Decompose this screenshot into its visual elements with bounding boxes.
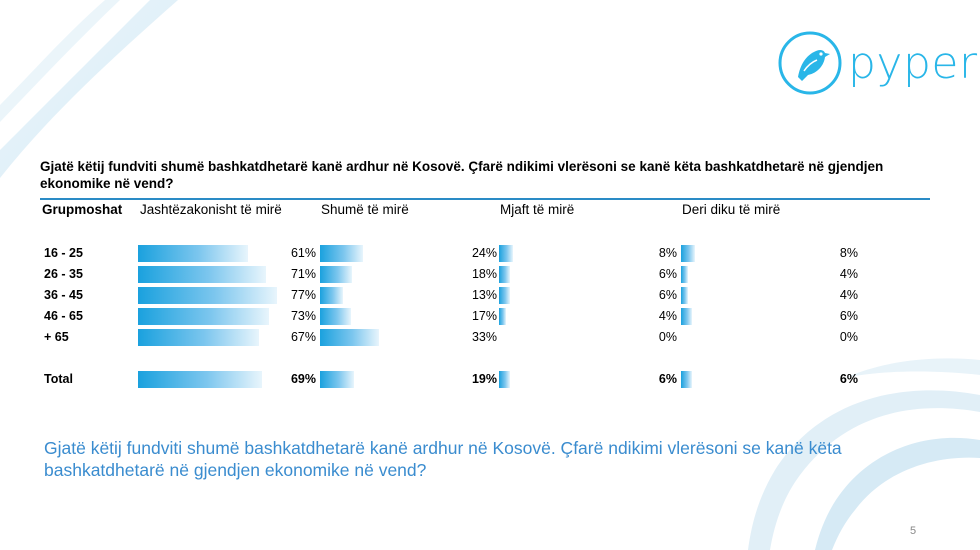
bar-group-1-series-1 <box>138 245 248 262</box>
data-label-group-1-series-3: 8% <box>658 246 677 260</box>
data-label-group-5-series-1: 67% <box>290 330 316 344</box>
data-label-group-1-series-4: 8% <box>839 246 858 260</box>
row-label-total: Total <box>44 372 73 386</box>
bar-group-1-series-2 <box>320 245 364 262</box>
data-label-group-4-series-3: 4% <box>658 309 677 323</box>
page-number: 5 <box>910 525 917 537</box>
group-header: Grupmoshat <box>42 202 123 217</box>
data-label-total-series-1: 69% <box>290 372 316 386</box>
bar-group-1-series-3 <box>499 245 514 262</box>
bar-total-series-4 <box>681 371 692 388</box>
data-label-group-5-series-3: 0% <box>658 330 677 344</box>
data-label-group-3-series-1: 77% <box>290 288 316 302</box>
bar-group-5-series-1 <box>138 329 259 346</box>
row-label-group-1: 16 - 25 <box>44 246 83 260</box>
data-label-group-4-series-1: 73% <box>290 309 316 323</box>
data-label-group-2-series-1: 71% <box>290 267 316 281</box>
data-label-group-5-series-4: 0% <box>839 330 858 344</box>
data-label-group-1-series-1: 61% <box>290 246 316 260</box>
bar-total-series-2 <box>320 371 355 388</box>
data-label-group-1-series-2: 24% <box>471 246 497 260</box>
bar-group-1-series-4 <box>681 245 696 262</box>
data-label-group-4-series-4: 6% <box>839 309 858 323</box>
bar-group-5-series-2 <box>320 329 380 346</box>
data-label-group-3-series-4: 4% <box>839 288 858 302</box>
row-label-group-5: + 65 <box>44 330 69 344</box>
bar-group-3-series-3 <box>499 287 510 304</box>
header-divider <box>40 198 930 200</box>
data-label-group-2-series-2: 18% <box>471 267 497 281</box>
data-label-group-2-series-4: 4% <box>839 267 858 281</box>
series-header-2: Shumë të mirë <box>321 202 409 217</box>
bar-group-4-series-2 <box>320 308 351 325</box>
bar-group-3-series-2 <box>320 287 344 304</box>
bar-group-4-series-4 <box>681 308 692 325</box>
data-label-group-5-series-2: 33% <box>471 330 497 344</box>
brand-name: pyper <box>848 37 978 89</box>
slide-subtitle: Gjatë këtij fundviti shumë bashkatdhetar… <box>44 438 842 480</box>
bar-group-2-series-2 <box>320 266 353 283</box>
bar-group-3-series-1 <box>138 287 277 304</box>
bar-total-series-3 <box>499 371 510 388</box>
series-header-4: Deri diku të mirë <box>682 202 781 217</box>
data-label-group-3-series-3: 6% <box>658 288 677 302</box>
bar-group-4-series-3 <box>499 308 507 325</box>
bar-total-series-1 <box>138 371 263 388</box>
series-header-1: Jashtëzakonisht të mirë <box>140 202 282 217</box>
data-label-total-series-2: 19% <box>471 372 497 386</box>
bar-group-2-series-1 <box>138 266 266 283</box>
data-label-total-series-3: 6% <box>658 372 677 386</box>
data-label-group-3-series-2: 13% <box>471 288 497 302</box>
data-label-group-2-series-3: 6% <box>658 267 677 281</box>
pyper-logo: pyper <box>778 30 978 96</box>
row-label-group-4: 46 - 65 <box>44 309 83 323</box>
bar-group-3-series-4 <box>681 287 689 304</box>
data-label-group-4-series-2: 17% <box>471 309 497 323</box>
row-label-group-3: 36 - 45 <box>44 288 83 302</box>
chart-question: Gjatë këtij fundviti shumë bashkatdhetar… <box>40 159 884 191</box>
bar-group-2-series-4 <box>681 266 689 283</box>
bar-group-2-series-3 <box>499 266 510 283</box>
bird-logo-icon <box>778 31 842 95</box>
series-header-3: Mjaft të mirë <box>500 202 575 217</box>
bar-group-4-series-1 <box>138 308 270 325</box>
row-label-group-2: 26 - 35 <box>44 267 83 281</box>
data-label-total-series-4: 6% <box>839 372 858 386</box>
